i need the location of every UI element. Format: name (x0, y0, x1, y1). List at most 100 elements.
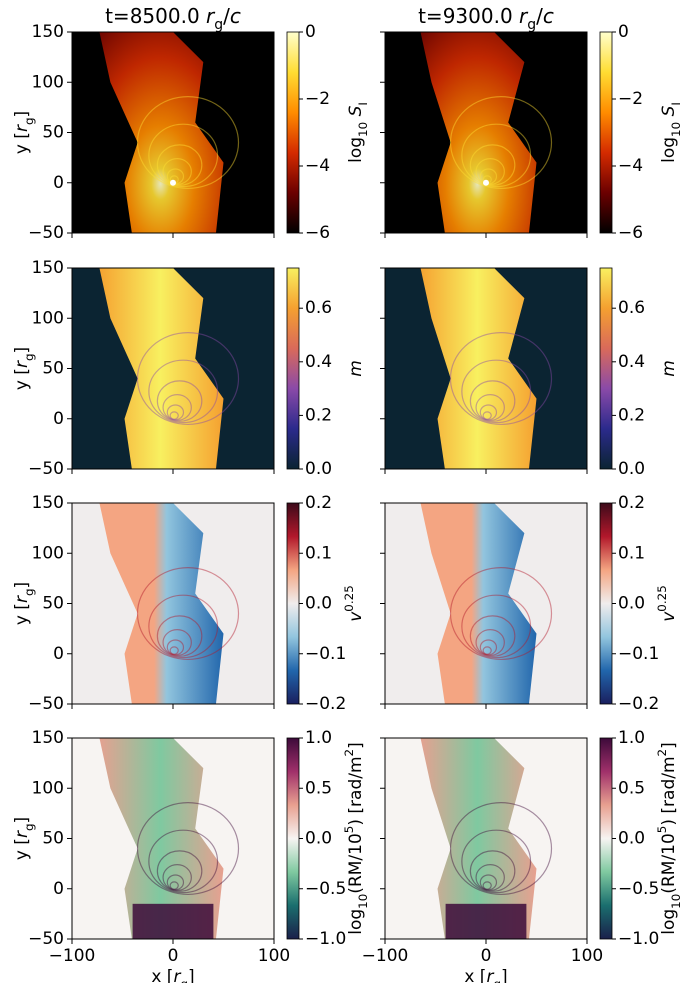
ring (162, 394, 192, 421)
plume (99, 738, 224, 939)
x-tick-label: −100 (362, 946, 409, 966)
image (385, 32, 587, 233)
ring (449, 332, 553, 426)
ring (461, 829, 532, 894)
ring (136, 332, 240, 426)
x-tick-label: 0 (481, 946, 492, 966)
ring (469, 144, 516, 186)
colorbar-tick-label: 0.2 (305, 493, 332, 513)
ring (162, 864, 192, 891)
colorbar-tick-label: 0.2 (305, 405, 332, 425)
panel-title: t=8500.0 rg/c (105, 4, 241, 34)
y-tick-label: 0 (53, 879, 64, 899)
ring (169, 881, 179, 890)
colorbar-label-part: 0.25 (342, 585, 356, 611)
image (72, 32, 274, 233)
colorbar-label-part: ] (659, 742, 679, 749)
colorbar-label-part: m (659, 360, 679, 377)
colorbar-label-part: 2 (342, 749, 356, 757)
colorbar-label-part: 0.25 (655, 585, 669, 611)
panel-title-part: r (519, 4, 529, 28)
y-tick-label: 150 (32, 728, 64, 748)
x-tick-label: 100 (571, 946, 603, 966)
colorbar-label-part: log (346, 137, 366, 163)
panel-title-part: c (230, 4, 241, 28)
colorbar-tick-label: 0.0 (618, 594, 645, 614)
ring (482, 881, 492, 890)
y-axis-label-part: r (12, 595, 32, 603)
y-axis-label: y [rg] (12, 347, 36, 390)
ring (475, 394, 505, 421)
colorbar-tick-label: 0 (305, 22, 316, 42)
ring (156, 615, 203, 657)
colorbar-tick-label: −6 (305, 223, 330, 243)
colorbar-label: log10 SI (346, 102, 370, 163)
colorbar-label-part: I (356, 102, 370, 106)
colorbar-label-part: (RM/10 (659, 833, 679, 893)
colorbar-tick-label: 0.6 (305, 298, 332, 318)
colorbar-label-part: v (659, 611, 679, 622)
ring (166, 639, 185, 656)
colorbar-label-part: ) [rad/m (659, 756, 679, 825)
colorbar-tick-label: 0.4 (618, 352, 645, 372)
y-axis-label-part: g (22, 588, 36, 596)
y-axis-label-part: y [ (12, 603, 32, 625)
colorbar-label-part: (RM/10 (346, 833, 366, 893)
colorbar-tick-label: −1.0 (618, 929, 659, 949)
colorbar-tick-label: −0.2 (305, 694, 346, 714)
colorbar-tick-label: −4 (618, 156, 643, 176)
y-tick-label: 100 (32, 778, 64, 798)
y-axis-label-part: ] (12, 817, 32, 824)
y-tick-label: 100 (32, 72, 64, 92)
bottom-band (445, 903, 527, 939)
colorbar-tick-label: −2 (618, 89, 643, 109)
x-tick-label: −100 (49, 946, 96, 966)
colorbar-label-part: I (669, 102, 683, 106)
y-axis-label-part: ] (12, 347, 32, 354)
y-axis-label-part: g (22, 353, 36, 361)
colorbar-label: log10 SI (659, 102, 683, 163)
colorbar-tick-label: −2 (305, 89, 330, 109)
y-axis-label-part: r (12, 830, 32, 838)
y-tick-label: −50 (28, 694, 64, 714)
plume (99, 503, 224, 704)
colorbar (286, 502, 300, 705)
colorbar-tick-label: 0.5 (618, 778, 645, 798)
colorbar (599, 737, 613, 940)
image (385, 738, 587, 939)
ring (148, 829, 219, 894)
image (72, 503, 274, 704)
y-axis-label: y [rg] (12, 582, 36, 625)
colorbar-tick-label: −1.0 (305, 929, 346, 949)
colorbar-label-part: 10 (669, 894, 683, 909)
y-tick-label: −50 (28, 929, 64, 949)
image (385, 503, 587, 704)
x-tick-label: 100 (258, 946, 290, 966)
ring (475, 629, 505, 656)
colorbar (286, 737, 300, 940)
y-axis-label-part: ] (12, 582, 32, 589)
ring (461, 123, 532, 188)
y-tick-label: −50 (28, 459, 64, 479)
ring (169, 646, 179, 655)
ring (475, 158, 505, 185)
panel-title-part: g (527, 17, 536, 33)
colorbar-tick-label: 0.6 (618, 298, 645, 318)
ring (136, 802, 240, 896)
ring (148, 594, 219, 659)
y-tick-label: 50 (42, 594, 64, 614)
x-axis-label-part: r (173, 967, 181, 983)
colorbar-tick-label: 0.0 (305, 594, 332, 614)
y-axis-label: y [rg] (12, 111, 36, 154)
y-tick-label: 0 (53, 644, 64, 664)
colorbar-tick-label: 0.0 (618, 829, 645, 849)
y-axis-label-part: r (12, 124, 32, 132)
colorbar-tick-label: −0.5 (618, 879, 659, 899)
ring (479, 639, 498, 656)
ring (469, 850, 516, 892)
y-tick-label: 150 (32, 258, 64, 278)
x-axis-label-part: g (493, 977, 501, 983)
colorbar-label-part: 10 (356, 894, 370, 909)
y-axis-label-part: g (22, 823, 36, 831)
colorbar-label-part: log (659, 137, 679, 163)
